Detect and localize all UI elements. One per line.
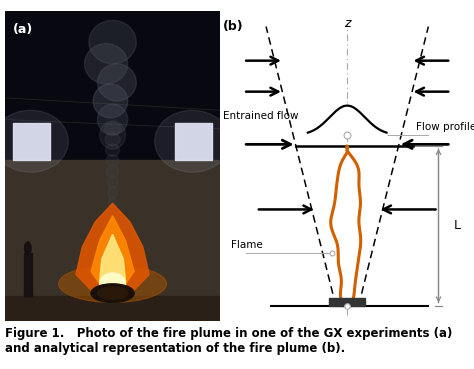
- Ellipse shape: [106, 155, 119, 167]
- Bar: [329, 298, 365, 306]
- Ellipse shape: [106, 144, 119, 156]
- Ellipse shape: [84, 44, 128, 84]
- Polygon shape: [331, 146, 361, 306]
- Ellipse shape: [100, 273, 126, 295]
- Ellipse shape: [155, 110, 230, 172]
- Ellipse shape: [98, 104, 128, 135]
- Text: (b): (b): [223, 20, 244, 33]
- Polygon shape: [100, 234, 126, 290]
- Ellipse shape: [108, 186, 118, 199]
- Ellipse shape: [98, 287, 128, 299]
- Bar: [175, 123, 212, 160]
- Text: Figure 1.   Photo of the fire plume in one of the GX experiments (a): Figure 1. Photo of the fire plume in one…: [5, 327, 452, 339]
- Bar: [5, 160, 220, 321]
- Text: (a): (a): [13, 24, 34, 37]
- Ellipse shape: [25, 242, 31, 254]
- Bar: [13, 123, 50, 160]
- Text: and analytical representation of the fire plume (b).: and analytical representation of the fir…: [5, 342, 345, 355]
- Bar: [24, 253, 32, 296]
- Text: Entrained flow: Entrained flow: [223, 111, 299, 121]
- Text: Flame: Flame: [230, 240, 262, 250]
- Ellipse shape: [100, 121, 126, 149]
- Ellipse shape: [91, 284, 134, 303]
- Text: Flow profile: Flow profile: [416, 122, 474, 132]
- Ellipse shape: [108, 197, 117, 210]
- Polygon shape: [91, 215, 134, 293]
- Ellipse shape: [107, 176, 118, 188]
- Ellipse shape: [104, 123, 121, 135]
- Text: L: L: [454, 219, 461, 232]
- Ellipse shape: [98, 64, 137, 101]
- Bar: [5, 296, 220, 321]
- Ellipse shape: [93, 84, 128, 118]
- Ellipse shape: [59, 265, 166, 303]
- Ellipse shape: [107, 165, 118, 177]
- Ellipse shape: [89, 20, 137, 64]
- Text: z: z: [344, 17, 350, 30]
- Ellipse shape: [0, 110, 68, 172]
- Polygon shape: [76, 203, 149, 296]
- Bar: [5, 11, 220, 172]
- Ellipse shape: [105, 133, 120, 146]
